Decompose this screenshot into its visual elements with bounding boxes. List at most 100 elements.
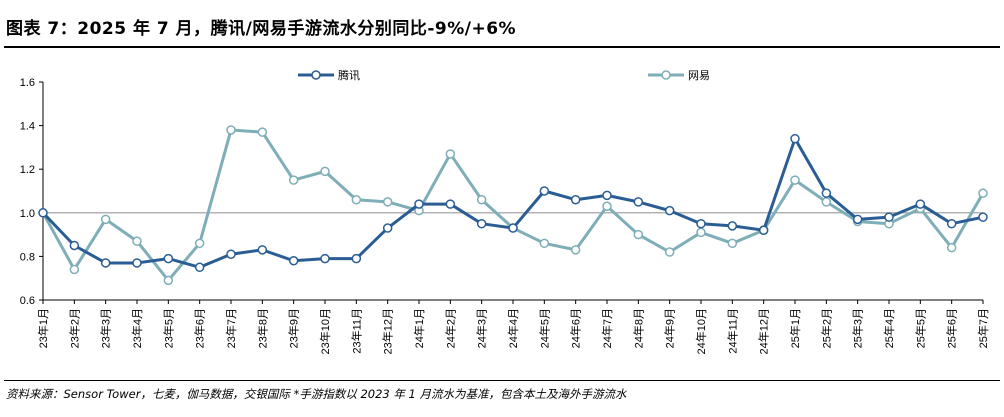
- y-tick-label: 1.4: [20, 121, 35, 133]
- series-1-point: [664, 247, 675, 257]
- series-0-point: [946, 218, 957, 229]
- x-tick-label: 23年6月: [193, 308, 207, 348]
- x-tick-label: 24年9月: [663, 308, 677, 348]
- x-tick-label: 23年8月: [255, 308, 269, 348]
- series-1-point: [132, 236, 142, 246]
- series-1-point: [476, 194, 487, 205]
- x-tick-label: 25年2月: [819, 308, 833, 348]
- series-0-point: [633, 197, 644, 207]
- x-tick-label: 24年8月: [631, 308, 645, 348]
- x-tick-label: 23年5月: [161, 308, 175, 348]
- x-tick-label: 24年1月: [412, 308, 426, 348]
- series-0-point: [38, 208, 48, 218]
- x-tick-label: 24年10月: [694, 308, 708, 354]
- series-1-point: [978, 188, 988, 198]
- x-tick-label: 24年6月: [569, 308, 583, 348]
- series-0-point: [445, 199, 456, 209]
- x-tick-label: 25年4月: [882, 308, 896, 348]
- series-0-point: [852, 214, 863, 225]
- series-0-point: [288, 256, 299, 266]
- series-0-point: [727, 221, 738, 231]
- y-tick-label: 1.6: [20, 77, 35, 89]
- x-tick-label: 23年12月: [381, 308, 395, 354]
- series-1-point: [445, 149, 456, 159]
- legend-label: 网易: [688, 69, 710, 82]
- series-0-point: [100, 258, 111, 268]
- series-1-point: [790, 175, 800, 185]
- y-tick-label: 1.0: [20, 208, 35, 220]
- series-0-point: [884, 212, 894, 222]
- y-tick-label: 0.8: [20, 251, 35, 263]
- series-1-point: [821, 197, 832, 207]
- series-0-point: [194, 262, 205, 273]
- y-tick-label: 1.2: [20, 164, 35, 176]
- series-1-point: [946, 242, 957, 253]
- series-0-point: [382, 223, 393, 233]
- series-0-point: [758, 225, 769, 235]
- series-0-point: [790, 133, 800, 144]
- series-0-point: [602, 190, 612, 201]
- series-1-point: [257, 127, 268, 137]
- series-0-point: [508, 223, 518, 233]
- x-tick-label: 24年3月: [475, 308, 489, 348]
- x-tick-label: 24年2月: [443, 308, 457, 348]
- series-0-point: [978, 212, 988, 222]
- series-1-point: [194, 238, 205, 249]
- series-0-point: [226, 249, 236, 259]
- series-0-point: [163, 253, 174, 264]
- x-tick-label: 24年11月: [725, 308, 739, 354]
- x-tick-label: 23年2月: [67, 308, 81, 348]
- series-1-point: [727, 238, 738, 249]
- legend-swatch-marker: [311, 70, 321, 80]
- title-divider: [4, 46, 1000, 48]
- series-0-point: [414, 199, 424, 209]
- legend-label: 腾讯: [338, 68, 360, 82]
- series-0-point: [915, 199, 926, 209]
- series-line-0: [41, 137, 984, 269]
- series-1-point: [696, 227, 706, 238]
- x-tick-label: 25年3月: [851, 308, 865, 348]
- series-1-point: [163, 275, 174, 286]
- x-tick-label: 24年7月: [600, 308, 614, 348]
- series-1-point: [539, 238, 550, 249]
- series-0-point: [351, 253, 362, 264]
- line-chart: 0.6 0.8 1.0 1.2 1.4 1.6 23年1月 23年2月 23年3月 23年4月 23…: [20, 68, 990, 354]
- series-0-point: [696, 218, 706, 229]
- x-tick-label: 24年5月: [537, 308, 551, 348]
- series-1-point: [382, 197, 393, 207]
- series-0-point: [664, 205, 675, 216]
- x-tick-label: 23年9月: [287, 308, 301, 348]
- x-tick-label: 25年7月: [976, 308, 990, 348]
- x-tick-label: 23年4月: [130, 308, 144, 348]
- series-1-point: [602, 201, 612, 212]
- series-1-point: [633, 229, 644, 240]
- series-0-point: [539, 186, 550, 196]
- series-0-point: [570, 194, 581, 205]
- chart-title: 图表 7：2025 年 7 月，腾讯/网易手游流水分别同比-9%/+6%: [6, 19, 517, 39]
- x-tick-label: 25年5月: [913, 308, 927, 348]
- source-note: 资料来源：Sensor Tower，七麦，伽马数据，交银国际 *手游指数以 20…: [6, 387, 627, 401]
- series-1-point: [351, 194, 362, 205]
- series-1-point: [320, 166, 330, 177]
- x-tick-label: 24年12月: [757, 308, 771, 354]
- x-tick-label: 25年6月: [945, 308, 959, 348]
- x-tick-label: 23年10月: [318, 308, 332, 354]
- series-0-point: [69, 240, 80, 251]
- series-0-point: [821, 188, 832, 198]
- x-tick-label: 23年3月: [99, 308, 113, 348]
- series-0-point: [257, 245, 268, 255]
- x-tick-label: 23年1月: [36, 308, 50, 348]
- legend-swatch-marker: [661, 70, 671, 80]
- x-tick-label: 23年11月: [349, 308, 363, 354]
- series-0-point: [132, 258, 142, 268]
- series-1-point: [69, 264, 80, 275]
- series-1-point: [570, 245, 581, 255]
- series-1-point: [100, 214, 111, 225]
- source-divider: [4, 380, 1000, 381]
- x-tick-label: 23年7月: [224, 308, 238, 348]
- series-1-point: [226, 125, 236, 135]
- x-tick-label: 25年1月: [788, 308, 802, 348]
- series-0-point: [476, 218, 487, 229]
- y-tick-label: 0.6: [20, 295, 35, 307]
- series-0-point: [320, 253, 330, 264]
